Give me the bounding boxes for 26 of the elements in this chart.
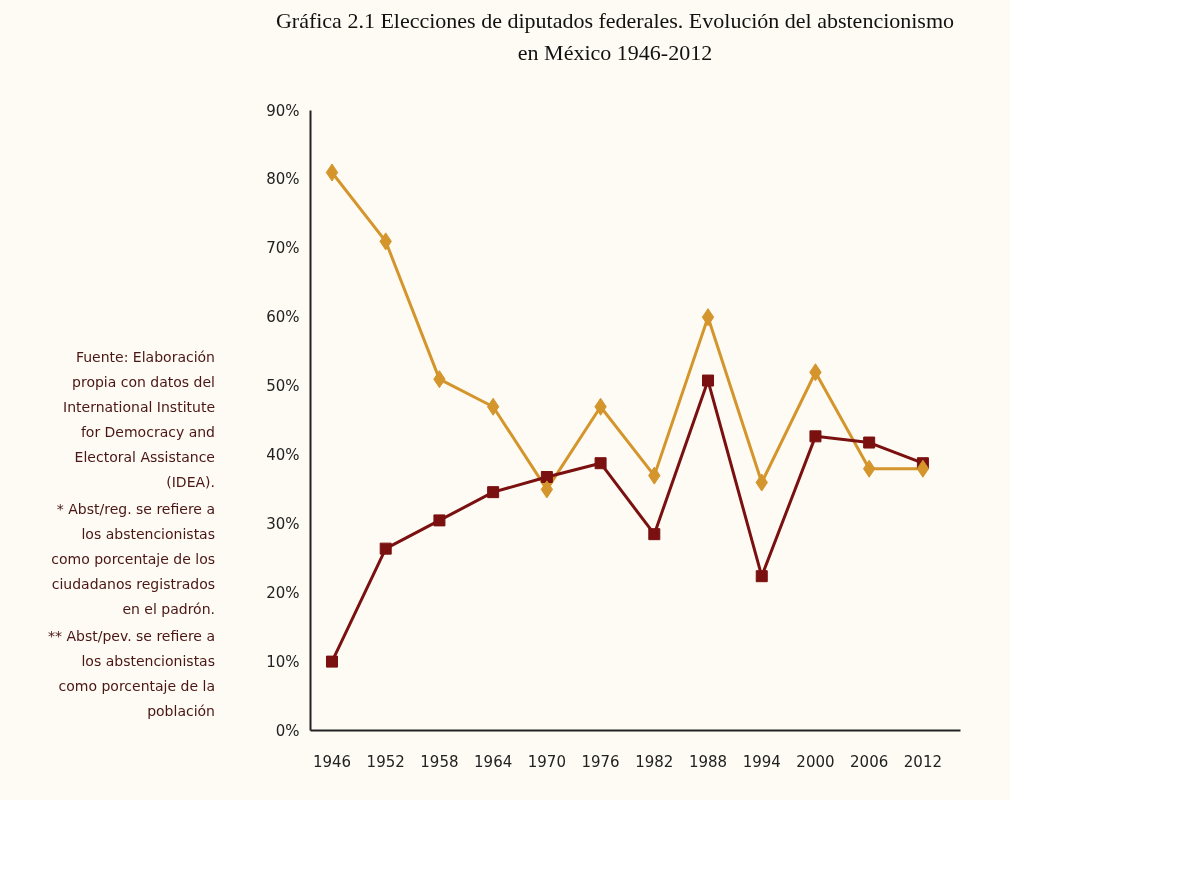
y-tick-label: 50%	[266, 377, 300, 396]
source-note: Fuente: Elaboración propia con datos del International Institute for Democracy and Electoral Assistance (IDEA).	[62, 348, 215, 492]
text: ** Abst/pev. se refiere a los abstencionistas como porcentaje de la población	[47, 627, 215, 721]
y-tick-label: 90%	[266, 101, 300, 120]
x-tick-label: 1946	[312, 752, 352, 771]
x-tick-label: 1964	[474, 752, 513, 771]
x-tick-label: 1952	[366, 752, 405, 771]
chart-title: Gráfica 2.1 Elecciones de diputados federales. Evolución del abstencionismo en México 1946-2012	[274, 7, 956, 67]
y-tick-label: 10%	[266, 652, 300, 671]
x-tick-label: 1976	[581, 752, 620, 771]
x-tick-label: 1970	[527, 752, 566, 771]
x-tick-label: 1958	[420, 752, 459, 771]
y-tick-label: 80%	[266, 170, 300, 189]
y-tick-label: 20%	[266, 583, 300, 602]
x-tick-label: 1994	[742, 752, 781, 771]
y-tick-label: 30%	[266, 514, 300, 533]
y-tick-label: 40%	[266, 445, 300, 464]
text: * Abst/reg. se refiere a los abstencionistas como porcentaje de los ciudadanos registrados en el padrón.	[50, 500, 215, 619]
y-tick-label: 70%	[266, 239, 300, 258]
x-tick-label: 2012	[903, 752, 942, 771]
x-tick-label: 1988	[688, 752, 728, 771]
x-tick-label: 1982	[635, 752, 674, 771]
x-tick-label: 2000	[796, 752, 835, 771]
y-tick-label: 60%	[266, 308, 300, 327]
y-tick-label: 0%	[275, 721, 300, 740]
x-tick-label: 2006	[850, 752, 889, 771]
